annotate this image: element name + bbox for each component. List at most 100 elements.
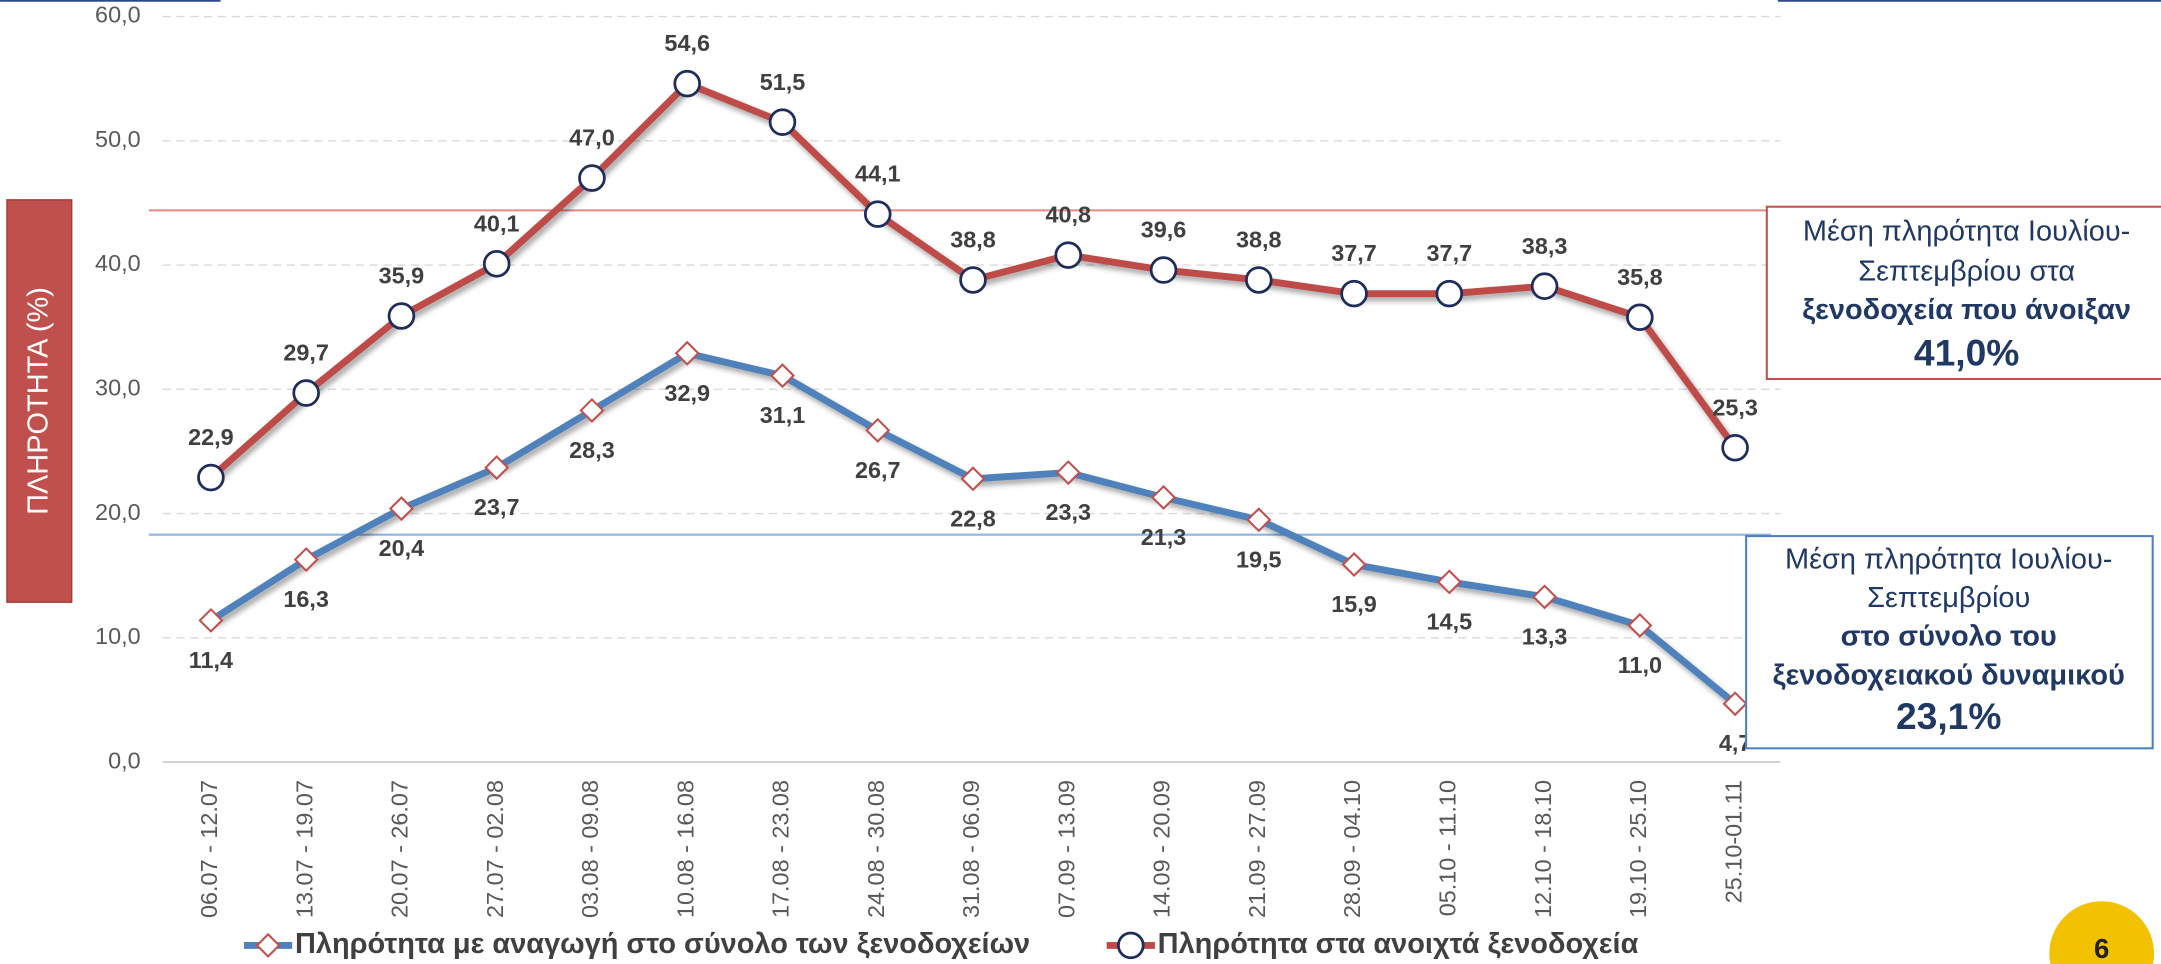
y-tick-label: 0,0: [108, 747, 141, 773]
x-tick-label: 03.08 - 09.08: [577, 780, 603, 918]
value-label: 40,8: [1045, 202, 1091, 228]
point-marker: [1435, 279, 1464, 308]
value-label: 31,1: [760, 402, 806, 428]
x-tick-label: 10.08 - 16.08: [672, 780, 698, 918]
annotation-text: Μέση πληρότητα Ιουλίου-: [1785, 544, 2112, 576]
point-marker: [198, 607, 224, 633]
point-marker: [1530, 272, 1559, 300]
point-marker: [578, 164, 606, 192]
value-label: 15,9: [1331, 591, 1377, 617]
page-number: 6: [2094, 933, 2109, 964]
value-label: 37,7: [1427, 240, 1473, 266]
x-tick-label: 12.10 - 18.10: [1530, 780, 1556, 918]
point-marker: [1626, 303, 1654, 332]
point-marker: [1722, 691, 1748, 717]
annotation-total: Μέση πληρότητα Ιουλίου- Σεπτεμβρίου στο …: [1745, 535, 2154, 750]
annotation-text: Μέση πληρότητα Ιουλίου-: [1803, 216, 2130, 248]
point-marker: [1341, 552, 1367, 578]
point-marker: [960, 466, 986, 492]
annotation-box: [1745, 535, 2154, 750]
annotation-text: ξενοδοχεία που άνοιξαν: [1802, 294, 2131, 326]
point-marker: [292, 379, 320, 407]
point-marker: [293, 547, 319, 573]
y-tick-label: 20,0: [95, 499, 141, 525]
annotation-text: ξενοδοχειακού δυναμικού: [1773, 659, 2125, 691]
point-marker: [579, 397, 605, 423]
x-tick-label: 24.08 - 30.08: [863, 780, 889, 918]
y-tick-label: 10,0: [95, 623, 141, 649]
legend-label: Πληρότητα με αναγωγή στο σύνολο των ξενο…: [295, 928, 1030, 960]
value-label: 38,8: [1236, 227, 1282, 253]
value-label: 16,3: [283, 586, 329, 612]
point-marker: [1151, 484, 1177, 510]
legend: Πληρότητα με αναγωγή στο σύνολο των ξενο…: [243, 928, 1639, 960]
point-marker: [673, 69, 701, 98]
value-label: 21,3: [1141, 524, 1187, 550]
annotation-open: Μέση πληρότητα Ιουλίου- Σεπτεμβρίου στα …: [1765, 205, 2161, 381]
x-tick-label: 13.07 - 19.07: [291, 780, 317, 918]
point-marker: [1246, 507, 1272, 533]
x-tick-label: 19.10 - 25.10: [1625, 780, 1651, 918]
value-label: 22,8: [950, 505, 996, 531]
value-label: 40,1: [474, 210, 520, 236]
annotation-value: 41,0%: [1914, 331, 2019, 373]
plot: 0,0 10,0 20,0 30,0 40,0 50,0 60,0 06.07 - 12.07…: [95, 2, 1781, 918]
value-label: 22,9: [188, 424, 234, 450]
value-label: 23,7: [474, 494, 520, 520]
value-label: 26,7: [855, 457, 901, 483]
value-label: 39,6: [1141, 217, 1187, 243]
annotation-text: Σεπτεμβρίου στα: [1858, 256, 2075, 288]
value-label: 44,1: [855, 161, 901, 187]
point-marker: [388, 496, 414, 522]
value-label: 38,3: [1522, 233, 1568, 259]
point-marker: [674, 340, 700, 366]
point-marker: [387, 302, 416, 330]
point-marker: [1245, 266, 1273, 294]
point-marker: [1627, 612, 1653, 638]
x-tick-label: 17.08 - 23.08: [768, 780, 794, 918]
x-tick-label: 20.07 - 26.07: [387, 780, 413, 918]
x-tick-label: 07.09 - 13.09: [1053, 780, 1079, 918]
point-marker: [1055, 460, 1081, 486]
y-axis-label: ΠΛΗΡΟΤΗΤΑ (%): [23, 287, 55, 515]
x-tick-label: 28.09 - 04.10: [1339, 780, 1365, 918]
x-tick-label: 05.10 - 11.10: [1435, 780, 1461, 916]
value-label: 32,9: [664, 380, 710, 406]
legend-label: Πληρότητα στα ανοιχτά ξενοδοχεία: [1158, 928, 1639, 960]
annotation-box: [1765, 205, 2161, 381]
x-tick-label: 21.09 - 27.09: [1244, 780, 1270, 918]
point-marker: [197, 463, 225, 492]
value-label: 20,4: [379, 535, 425, 561]
legend-marker: [1117, 931, 1145, 960]
value-label: 14,5: [1427, 608, 1473, 634]
x-tick-label: 31.08 - 06.09: [958, 780, 984, 918]
value-label: 11,0: [1618, 652, 1662, 678]
point-marker: [1054, 241, 1083, 269]
value-label: 19,5: [1236, 546, 1282, 572]
x-tick-label: 27.07 - 02.08: [482, 780, 508, 918]
value-label: 38,8: [950, 227, 996, 253]
point-marker: [1436, 569, 1462, 595]
value-label: 54,6: [664, 30, 710, 56]
value-label: 28,3: [569, 437, 615, 463]
point-marker: [863, 200, 892, 228]
y-tick-label: 50,0: [95, 126, 141, 152]
value-label: 25,3: [1712, 394, 1758, 420]
y-tick-label: 30,0: [95, 375, 141, 401]
value-label: 13,3: [1522, 623, 1568, 649]
x-tick-label: 25.10-01.11: [1720, 780, 1746, 903]
point-marker: [865, 417, 891, 443]
y-label-box: [6, 199, 73, 603]
annotation-text: στο σύνολο του: [1841, 621, 2057, 653]
point-marker: [1721, 433, 1749, 462]
value-label: 11,4: [189, 647, 233, 673]
point-marker: [482, 250, 511, 278]
annotation-value: 23,1%: [1896, 695, 2001, 737]
value-label: 29,7: [283, 340, 329, 366]
point-marker: [1340, 279, 1368, 308]
value-label: 37,7: [1331, 240, 1377, 266]
point-marker: [959, 266, 987, 294]
value-label: 35,9: [379, 263, 425, 289]
y-tick-label: 60,0: [95, 2, 141, 28]
